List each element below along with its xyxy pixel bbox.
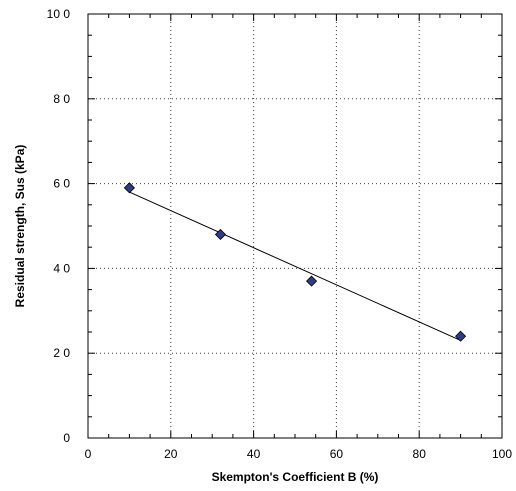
tick-labels: 0 20 40 60 80 100 0 2 0 4 0 6 0 8 0 10 0	[47, 7, 513, 461]
trendline	[129, 191, 461, 341]
x-tick-label: 80	[413, 447, 427, 461]
y-tick-label: 8 0	[53, 92, 70, 106]
x-tick-label: 100	[492, 447, 512, 461]
x-tick-label: 20	[164, 447, 178, 461]
x-tick-label: 40	[247, 447, 261, 461]
x-tick-label: 60	[330, 447, 344, 461]
x-tick-label: 0	[85, 447, 92, 461]
data-point-marker	[455, 330, 467, 342]
data-point-marker	[214, 228, 227, 241]
data-point-marker	[305, 275, 318, 287]
y-tick-label: 2 0	[53, 346, 70, 360]
data-point-marker	[123, 182, 135, 194]
y-axis-title: Residual strength, Sus (kPa)	[13, 145, 27, 308]
grid	[88, 14, 502, 438]
y-tick-label: 10 0	[47, 7, 71, 21]
x-axis-title: Skempton's Coefficient B (%)	[212, 470, 379, 484]
plot-frame	[87, 13, 503, 439]
data-points	[123, 182, 467, 342]
y-tick-label: 4 0	[53, 261, 70, 275]
y-tick-label: 0	[63, 431, 70, 445]
axis-ticks	[87, 13, 503, 439]
y-tick-label: 6 0	[53, 177, 70, 191]
